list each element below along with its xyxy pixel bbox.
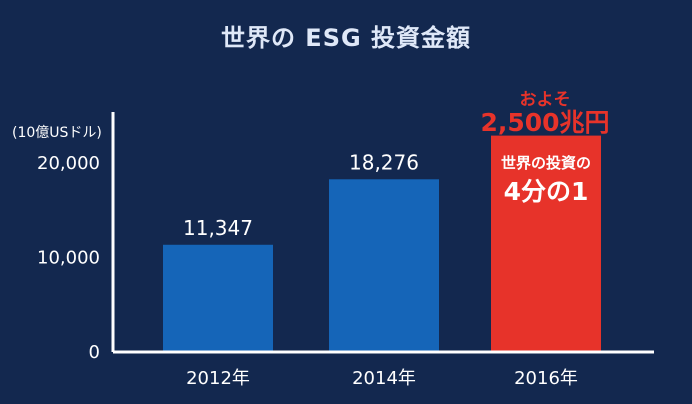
callout-approx-label: およそ (520, 90, 571, 110)
bar-value-label: 11,347 (183, 216, 253, 240)
inbar-share-label: 世界の投資の (501, 154, 591, 172)
bar-2 (491, 135, 601, 352)
callout-value-label: 2,500兆円 (480, 108, 609, 137)
inbar-fraction-label: 4分の1 (504, 177, 589, 206)
y-tick-label: 10,000 (37, 248, 100, 269)
x-tick-label: 2012年 (186, 368, 250, 389)
x-tick-label: 2014年 (352, 368, 416, 389)
x-tick-label: 2016年 (514, 368, 578, 389)
y-tick-label: 20,000 (37, 153, 100, 174)
bar-0 (163, 244, 273, 352)
chart-title: 世界の ESG 投資金額 (220, 24, 472, 52)
y-tick-label: 0 (89, 342, 100, 363)
y-axis-unit-label: (10億USドル) (12, 125, 102, 141)
bar-value-label: 18,276 (349, 150, 419, 174)
bar-1 (329, 179, 439, 352)
